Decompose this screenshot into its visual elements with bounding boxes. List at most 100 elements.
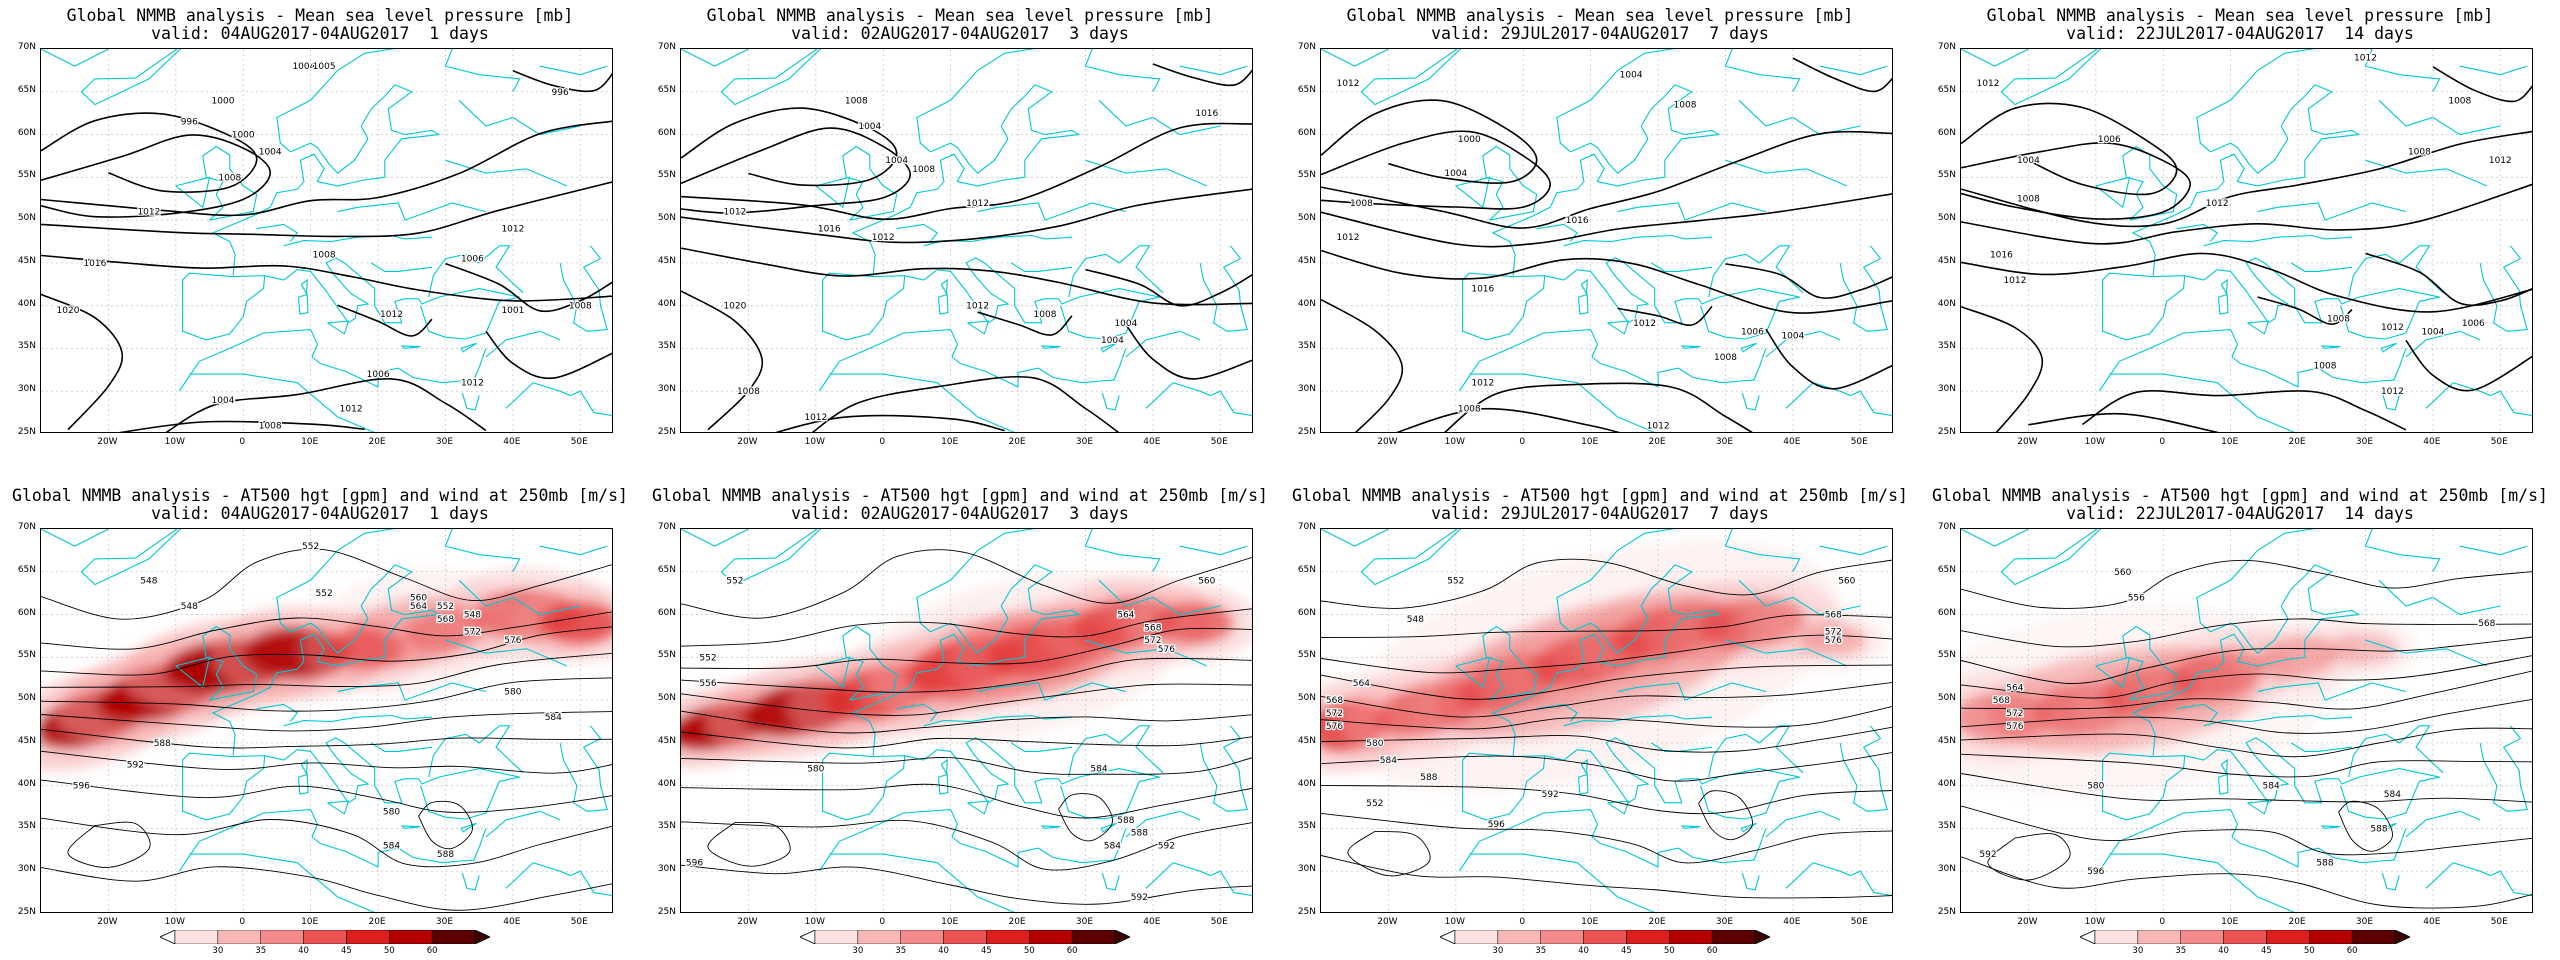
colorbar-swatch — [1029, 930, 1073, 944]
contour-value-label: 548 — [181, 602, 198, 612]
coastline — [1651, 262, 1713, 272]
contour-value-label: 588 — [1131, 829, 1148, 839]
contour-value-label: 1005 — [313, 62, 336, 72]
height-contour-line — [1961, 670, 2532, 710]
map-canvas: 1008 1004 1008 1004 1012 1016 1020 1012 1012 1008… — [681, 49, 1252, 432]
coastline — [2131, 529, 2441, 756]
lon-tick-label: 30E — [1715, 917, 1734, 927]
colorbar-min-arrow — [800, 930, 816, 944]
colorbar-tick-label: 30 — [2132, 946, 2144, 956]
coastlines — [1321, 49, 1892, 432]
isobar-line — [681, 127, 912, 214]
coastline — [822, 752, 906, 821]
lon-tick-label: 30E — [435, 917, 454, 927]
contour-value-label: 1012 — [2206, 199, 2229, 209]
coastline — [1738, 579, 1861, 616]
contour-value-label: 1012 — [1633, 319, 1656, 329]
contour-value-label: 1006 — [461, 255, 484, 265]
coastline — [829, 853, 1015, 912]
contour-value-label: 1012 — [340, 404, 363, 414]
coastline — [327, 800, 350, 815]
contour-value-label: 1016 — [1566, 216, 1589, 226]
lat-tick-label: 45N — [1937, 735, 1956, 746]
isobar-line — [41, 181, 612, 238]
coastline — [1179, 545, 1248, 556]
lat-tick-label: 55N — [1297, 170, 1316, 181]
coastline — [371, 742, 433, 752]
height-contour-line — [1961, 618, 2532, 648]
coastline — [2459, 545, 2528, 556]
jet-wind-core — [2331, 631, 2400, 666]
coastline — [1839, 725, 1889, 812]
lon-tick-label: 20W — [1377, 917, 1398, 927]
lat-tick-label: 40N — [1937, 298, 1956, 309]
lon-tick-label: 0 — [239, 917, 246, 927]
coastline — [2479, 245, 2529, 332]
coastline — [2378, 579, 2501, 616]
coastlines — [41, 49, 612, 432]
lat-tick-label: 45N — [17, 735, 36, 746]
lat-tick-label: 30N — [17, 864, 36, 875]
coastline — [1740, 342, 1757, 353]
colorbar-swatch — [1454, 930, 1499, 944]
contour-value-label: 1008 — [1674, 101, 1697, 111]
lat-tick-label: 45N — [1297, 735, 1316, 746]
colorbar-tick-label: 35 — [895, 946, 907, 956]
jet-wind-shading — [1321, 540, 1888, 792]
isobar-line — [977, 311, 1073, 336]
coastline — [401, 825, 421, 829]
wind-speed-colorbar — [800, 930, 1130, 944]
colorbar-swatch — [1540, 930, 1584, 944]
contour-value-label: 596 — [686, 859, 703, 869]
colorbar-swatch — [1497, 930, 1541, 944]
contour-value-label: 1012 — [1337, 233, 1360, 243]
map-area: 560 556 564 568 572 576 580 584 588 592 596 584 588 5… — [1960, 528, 2533, 913]
contour-value-label: 1016 — [83, 259, 106, 269]
coastlines — [41, 529, 612, 912]
height-contour-line — [1698, 790, 1753, 841]
colorbar-tick-label: 50 — [2303, 946, 2315, 956]
contour-value-label: 1000 — [1458, 135, 1481, 145]
coastline — [904, 737, 1160, 820]
contour-value-label: 580 — [383, 807, 400, 817]
lat-tick-label: 40N — [17, 298, 36, 309]
panel-valid-period: valid: 04AUG2017-04AUG2017 1 days — [151, 24, 489, 43]
lat-tick-label: 40N — [1297, 778, 1316, 789]
contour-labels: 5525485605645685725765805845885925525965… — [1325, 575, 1857, 831]
lon-tick-label: 40E — [1783, 437, 1801, 447]
coastline — [2000, 529, 2102, 586]
coastline — [2217, 773, 2229, 795]
lat-tick-label: 50N — [657, 213, 676, 224]
coastline — [681, 529, 749, 547]
coastline — [458, 99, 581, 136]
coastline — [1617, 202, 1767, 221]
panel-title: Global NMMB analysis - Mean sea level pr… — [66, 6, 574, 25]
colorbar-tick-label: 60 — [1706, 946, 1718, 956]
lon-tick-label: 0 — [879, 437, 886, 447]
coastline — [461, 872, 480, 891]
contour-value-label: 580 — [504, 688, 521, 698]
lon-tick-label: 10E — [2221, 437, 2239, 447]
coastline — [818, 329, 1127, 392]
colorbar-max-arrow — [1114, 930, 1130, 944]
contour-value-label: 1012 — [2489, 156, 2512, 166]
coastline — [1544, 257, 1800, 340]
lon-tick-label: 10W — [164, 437, 185, 447]
coastline — [80, 529, 182, 586]
panel-title: Global NMMB analysis - Mean sea level pr… — [1346, 6, 1854, 25]
coastline — [539, 65, 608, 76]
contour-value-label: 1012 — [966, 302, 989, 312]
lat-tick-label: 55N — [1937, 650, 1956, 661]
lat-tick-label: 40N — [657, 298, 676, 309]
contour-value-label: 548 — [1407, 615, 1424, 625]
coastline — [2425, 862, 2532, 897]
contour-value-label: 572 — [1825, 628, 1842, 638]
isobar-line — [1725, 263, 1892, 299]
lon-tick-label: 10E — [301, 437, 319, 447]
lon-tick-label: 10E — [1581, 437, 1599, 447]
height-contour-line — [681, 683, 1252, 716]
panel-valid-period: valid: 29JUL2017-04AUG2017 7 days — [1431, 504, 1769, 523]
coastline — [1098, 99, 1221, 136]
coastline — [1179, 65, 1248, 76]
contour-value-label: 1008 — [569, 302, 592, 312]
